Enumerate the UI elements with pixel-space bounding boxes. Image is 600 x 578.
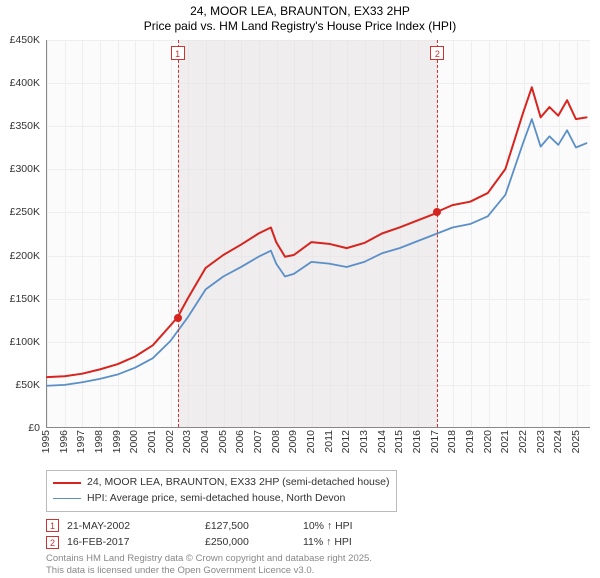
y-tick-label: £300K (10, 163, 40, 175)
x-tick-label: 2024 (552, 430, 564, 453)
footnote-line-2: This data is licensed under the Open Gov… (46, 565, 590, 577)
x-tick-label: 2006 (234, 430, 246, 453)
footnote-line-1: Contains HM Land Registry data © Crown c… (46, 553, 590, 565)
title-line-2: Price paid vs. HM Land Registry's House … (0, 19, 600, 34)
transaction-hpi: 10% ↑ HPI (303, 518, 353, 535)
series-svg (47, 40, 590, 427)
transaction-row: 1 21-MAY-2002 £127,500 10% ↑ HPI (46, 518, 590, 535)
x-tick-label: 2016 (411, 430, 423, 453)
x-tick-label: 2001 (146, 430, 158, 453)
legend-label: 24, MOOR LEA, BRAUNTON, EX33 2HP (semi-d… (87, 475, 390, 491)
chart-plot-area: 12 (46, 40, 590, 428)
event-marker (433, 208, 441, 216)
legend-label: HPI: Average price, semi-detached house,… (87, 491, 345, 507)
transaction-price: £250,000 (205, 534, 295, 551)
y-tick-label: £400K (10, 77, 40, 89)
x-tick-label: 2014 (376, 430, 388, 453)
transaction-date: 16-FEB-2017 (67, 534, 197, 551)
event-badge: 2 (430, 46, 444, 60)
title-line-1: 24, MOOR LEA, BRAUNTON, EX33 2HP (0, 4, 600, 19)
legend-swatch (53, 482, 81, 484)
event-line (178, 40, 179, 427)
x-tick-label: 2000 (128, 430, 140, 453)
title-block: 24, MOOR LEA, BRAUNTON, EX33 2HP Price p… (0, 0, 600, 34)
x-tick-label: 1996 (58, 430, 70, 453)
x-tick-label: 2009 (287, 430, 299, 453)
x-tick-label: 2023 (535, 430, 547, 453)
event-marker (174, 314, 182, 322)
x-axis-labels: 1995199619971998199920002001200220032004… (46, 428, 590, 468)
legend-item: HPI: Average price, semi-detached house,… (53, 491, 390, 507)
x-tick-label: 2018 (446, 430, 458, 453)
event-line (437, 40, 438, 427)
transaction-badge: 2 (46, 536, 59, 549)
legend-frame: 24, MOOR LEA, BRAUNTON, EX33 2HP (semi-d… (46, 470, 397, 512)
y-tick-label: £150K (10, 293, 40, 305)
transaction-date: 21-MAY-2002 (67, 518, 197, 535)
x-tick-label: 2013 (358, 430, 370, 453)
x-tick-label: 2022 (517, 430, 529, 453)
y-tick-label: £0 (28, 422, 40, 434)
y-axis-labels: £0£50K£100K£150K£200K£250K£300K£350K£400… (0, 40, 44, 428)
legend-item: 24, MOOR LEA, BRAUNTON, EX33 2HP (semi-d… (53, 475, 390, 491)
x-tick-label: 1997 (75, 430, 87, 453)
x-tick-label: 2020 (482, 430, 494, 453)
y-tick-label: £350K (10, 120, 40, 132)
transaction-hpi: 11% ↑ HPI (303, 534, 352, 551)
x-tick-label: 2004 (199, 430, 211, 453)
x-tick-label: 2019 (464, 430, 476, 453)
plot-layer: 12 (47, 40, 590, 427)
x-tick-label: 1998 (93, 430, 105, 453)
transaction-row: 2 16-FEB-2017 £250,000 11% ↑ HPI (46, 534, 590, 551)
y-tick-label: £200K (10, 250, 40, 262)
legend-and-footer: 24, MOOR LEA, BRAUNTON, EX33 2HP (semi-d… (46, 470, 590, 578)
x-tick-label: 2008 (270, 430, 282, 453)
series-hpi (47, 119, 586, 386)
x-tick-label: 2002 (164, 430, 176, 453)
y-tick-label: £450K (10, 34, 40, 46)
x-tick-label: 2021 (499, 430, 511, 453)
x-tick-label: 2012 (340, 430, 352, 453)
y-tick-label: £100K (10, 336, 40, 348)
x-tick-label: 1995 (40, 430, 52, 453)
x-tick-label: 2025 (570, 430, 582, 453)
x-tick-label: 2011 (323, 430, 335, 453)
x-tick-label: 2010 (305, 430, 317, 453)
x-tick-label: 2005 (217, 430, 229, 453)
transaction-table: 1 21-MAY-2002 £127,500 10% ↑ HPI 2 16-FEB-201… (46, 518, 590, 552)
x-tick-label: 2015 (393, 430, 405, 453)
transaction-price: £127,500 (205, 518, 295, 535)
event-badge: 1 (171, 46, 185, 60)
x-tick-label: 2003 (181, 430, 193, 453)
transaction-badge: 1 (46, 519, 59, 532)
y-tick-label: £250K (10, 206, 40, 218)
x-tick-label: 2007 (252, 430, 264, 453)
legend-swatch (53, 498, 81, 499)
x-tick-label: 1999 (111, 430, 123, 453)
footnote: Contains HM Land Registry data © Crown c… (46, 553, 590, 578)
series-subject-property (47, 87, 586, 377)
y-tick-label: £50K (15, 379, 40, 391)
x-tick-label: 2017 (429, 430, 441, 453)
